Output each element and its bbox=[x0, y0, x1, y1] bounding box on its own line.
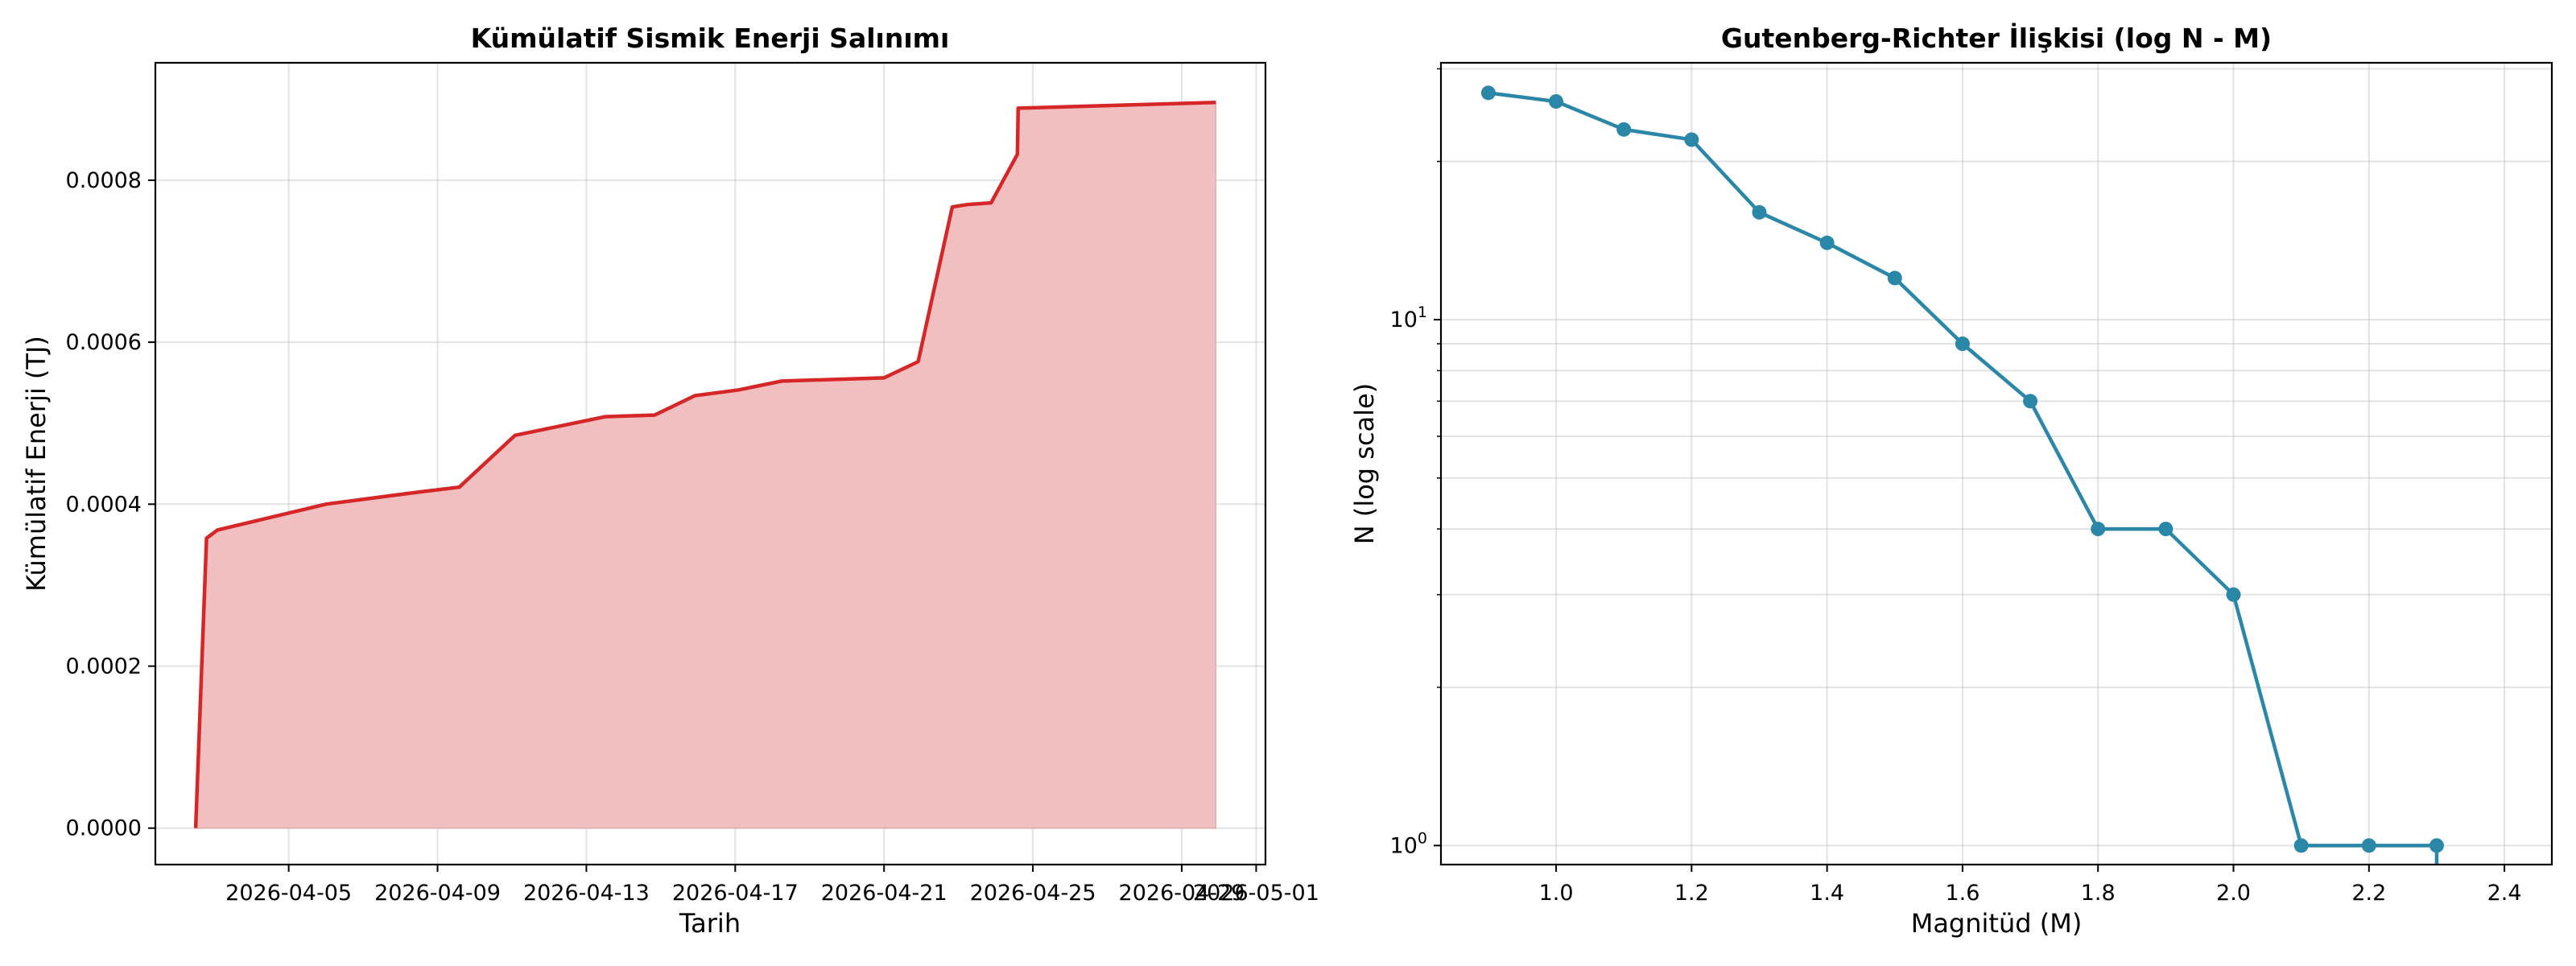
data-point bbox=[2091, 522, 2106, 537]
x-tick-label: 2026-04-05 bbox=[225, 881, 352, 906]
ticks: 1.0 1.2 1.4 1.6 1.8 2.0 2.2 2.4 100 101 bbox=[1390, 68, 2522, 906]
ticks: 2026-04-05 2026-04-09 2026-04-13 2026-04-17… bbox=[66, 168, 1319, 906]
data-point bbox=[1480, 85, 1496, 101]
data-point bbox=[1955, 336, 1970, 352]
data-point bbox=[2361, 838, 2376, 853]
x-tick-label: 2026-04-13 bbox=[523, 881, 650, 906]
data-point bbox=[1887, 270, 1902, 286]
data-point bbox=[1819, 235, 1835, 250]
data-point bbox=[1684, 132, 1699, 147]
chart-title: Gutenberg-Richter İlişkisi (log N - M) bbox=[1721, 22, 2272, 54]
series-marks bbox=[193, 101, 1216, 829]
gutenberg-richter-chart: 1.0 1.2 1.4 1.6 1.8 2.0 2.2 2.4 100 101 Gutenberg… bbox=[1349, 22, 2553, 939]
data-point bbox=[1549, 94, 1564, 109]
data-point bbox=[2158, 522, 2174, 537]
grid bbox=[1441, 63, 2552, 865]
x-axis-label: Magnitüd (M) bbox=[1911, 908, 2083, 939]
x-tick-label: 2.0 bbox=[2216, 881, 2251, 906]
y-tick-label: 101 bbox=[1390, 303, 1427, 332]
y-tick-label: 0.0004 bbox=[66, 492, 142, 517]
data-point bbox=[1752, 204, 1767, 220]
series-line bbox=[1488, 91, 2439, 865]
chart-title: Kümülatif Sismik Enerji Salınımı bbox=[471, 23, 950, 54]
x-tick-label: 2026-05-01 bbox=[1193, 881, 1319, 906]
x-axis-label: Tarih bbox=[679, 908, 741, 939]
data-point bbox=[2023, 394, 2038, 409]
data-point bbox=[2226, 587, 2241, 602]
data-point bbox=[2293, 838, 2309, 853]
x-tick-label: 1.6 bbox=[1945, 881, 1979, 906]
cumulative-energy-chart: 2026-04-05 2026-04-09 2026-04-13 2026-04-17… bbox=[21, 23, 1319, 939]
y-tick-label: 0.0006 bbox=[66, 330, 142, 355]
x-tick-label: 1.2 bbox=[1674, 881, 1709, 906]
x-tick-label: 2026-04-17 bbox=[672, 881, 799, 906]
x-tick-label: 2026-04-29 bbox=[1119, 881, 1245, 906]
x-tick-label: 1.4 bbox=[1810, 881, 1844, 906]
y-axis-label: N (log scale) bbox=[1349, 383, 1380, 544]
plot-area bbox=[1441, 63, 2552, 865]
x-tick-label: 2026-04-25 bbox=[970, 881, 1096, 906]
series-marks bbox=[1480, 85, 2444, 865]
axes-frame bbox=[1439, 61, 2553, 866]
x-tick-label: 2026-04-09 bbox=[374, 881, 501, 906]
x-tick-label: 1.0 bbox=[1539, 881, 1574, 906]
x-tick-label: 2026-04-21 bbox=[821, 881, 947, 906]
axes-frame bbox=[154, 61, 1267, 866]
x-tick-label: 1.8 bbox=[2081, 881, 2116, 906]
data-point bbox=[1616, 122, 1632, 137]
data-point bbox=[2429, 838, 2444, 853]
y-tick-label: 0.0000 bbox=[66, 816, 142, 841]
y-tick-label: 0.0002 bbox=[66, 654, 142, 679]
y-tick-label: 100 bbox=[1390, 829, 1427, 858]
x-tick-label: 2.2 bbox=[2351, 881, 2386, 906]
series-line bbox=[193, 101, 1216, 828]
x-tick-label: 2.4 bbox=[2487, 881, 2522, 906]
y-tick-label: 0.0008 bbox=[66, 168, 142, 193]
y-axis-label: Kümülatif Enerji (TJ) bbox=[21, 336, 52, 592]
